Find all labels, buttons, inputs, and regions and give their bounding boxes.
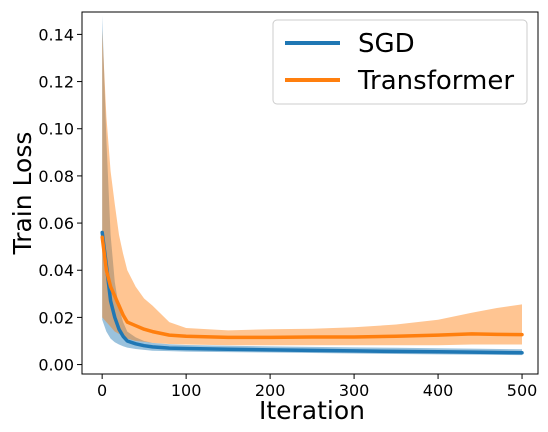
- x-tick-label: 400: [423, 381, 454, 400]
- line-transformer: [100, 235, 524, 340]
- y-tick-label: 0.14: [38, 25, 74, 44]
- x-tick-label: 300: [339, 381, 370, 400]
- x-tick-label: 100: [171, 381, 202, 400]
- y-tick-label: 0.12: [38, 73, 74, 92]
- y-tick-label: 0.06: [38, 214, 74, 233]
- y-tick-label: 0.04: [38, 261, 74, 280]
- y-axis-label: Train Loss: [8, 132, 37, 256]
- y-axis-ticks: 0.00 0.02 0.04 0.06 0.08 0.10 0.12 0.14: [38, 25, 82, 375]
- line-sgd: [100, 230, 524, 355]
- y-tick-label: 0.08: [38, 167, 74, 186]
- x-axis-ticks: 0 100 200 300 400 500: [97, 374, 537, 400]
- legend: SGD Transformer: [272, 19, 528, 105]
- band-transformer: [102, 29, 522, 346]
- x-tick-label: 0: [97, 381, 107, 400]
- legend-label-transformer: Transformer: [357, 66, 514, 96]
- axes-frame: [81, 11, 539, 375]
- x-axis-label: Iteration: [259, 396, 365, 425]
- series-lines: [100, 230, 524, 355]
- legend-label-sgd: SGD: [358, 29, 415, 59]
- confidence-bands: [102, 15, 522, 356]
- y-tick-label: 0.00: [38, 356, 74, 375]
- plot-area: [81, 11, 539, 375]
- y-tick-label: 0.02: [38, 308, 74, 327]
- x-tick-label: 500: [507, 381, 538, 400]
- y-tick-label: 0.10: [38, 120, 74, 139]
- x-tick-label: 200: [255, 381, 286, 400]
